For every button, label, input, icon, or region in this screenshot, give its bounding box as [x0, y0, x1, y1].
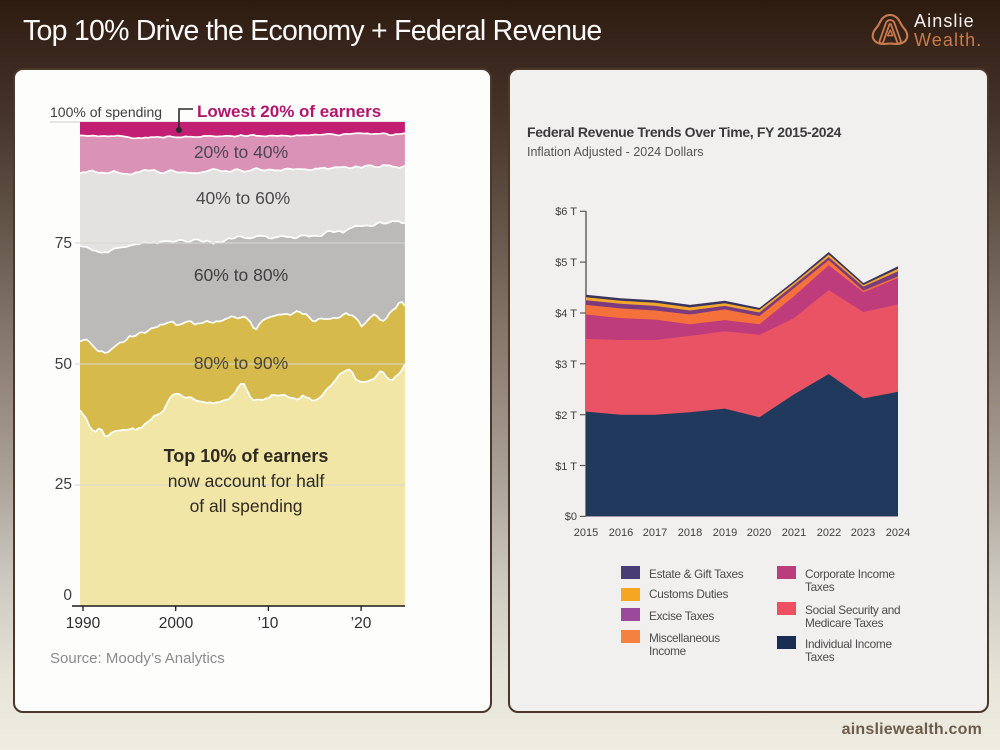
svg-text:’20: ’20	[351, 615, 372, 632]
svg-text:Source: Moody’s Analytics: Source: Moody’s Analytics	[50, 650, 225, 667]
svg-text:$3 T: $3 T	[555, 359, 577, 371]
svg-text:2018: 2018	[678, 527, 702, 539]
svg-text:1990: 1990	[66, 615, 101, 632]
svg-text:100% of spending: 100% of spending	[50, 104, 162, 120]
svg-text:$4 T: $4 T	[555, 308, 577, 320]
svg-text:20% to 40%: 20% to 40%	[194, 142, 288, 162]
svg-text:Individual Income: Individual Income	[805, 637, 892, 651]
svg-text:’10: ’10	[258, 615, 279, 632]
svg-text:25: 25	[55, 476, 72, 493]
svg-text:Taxes: Taxes	[805, 650, 835, 664]
svg-text:80% to 90%: 80% to 90%	[194, 353, 288, 373]
svg-text:2019: 2019	[713, 527, 737, 539]
svg-text:2017: 2017	[643, 527, 667, 539]
svg-text:60% to 80%: 60% to 80%	[194, 265, 288, 285]
svg-text:Customs Duties: Customs Duties	[649, 587, 728, 601]
svg-text:2015: 2015	[574, 527, 598, 539]
svg-text:Inflation Adjusted - 2024 Doll: Inflation Adjusted - 2024 Dollars	[527, 145, 704, 159]
svg-text:75: 75	[55, 235, 72, 252]
svg-text:$1 T: $1 T	[555, 461, 577, 473]
svg-text:0: 0	[63, 587, 72, 604]
svg-text:$0: $0	[565, 511, 577, 523]
svg-text:2023: 2023	[851, 527, 875, 539]
svg-text:Top 10% of earners: Top 10% of earners	[164, 446, 329, 466]
svg-text:2022: 2022	[817, 527, 841, 539]
svg-text:Wealth.: Wealth.	[914, 30, 982, 50]
svg-text:$5 T: $5 T	[555, 257, 577, 269]
svg-text:Taxes: Taxes	[805, 580, 835, 594]
svg-text:now account for half: now account for half	[168, 471, 325, 491]
svg-text:$2 T: $2 T	[555, 410, 577, 422]
svg-text:Corporate Income: Corporate Income	[805, 567, 895, 581]
svg-text:Medicare Taxes: Medicare Taxes	[805, 616, 884, 630]
svg-text:2016: 2016	[609, 527, 633, 539]
svg-text:Miscellaneous: Miscellaneous	[649, 631, 720, 645]
svg-text:2024: 2024	[886, 527, 910, 539]
svg-text:Estate & Gift Taxes: Estate & Gift Taxes	[649, 567, 744, 581]
svg-text:Excise Taxes: Excise Taxes	[649, 609, 714, 623]
svg-text:of all spending: of all spending	[190, 496, 303, 516]
svg-text:Lowest 20% of earners: Lowest 20% of earners	[197, 102, 381, 121]
svg-text:40% to 60%: 40% to 60%	[196, 188, 290, 208]
svg-text:Ainslie: Ainslie	[914, 11, 975, 31]
svg-text:2021: 2021	[782, 527, 806, 539]
svg-text:2000: 2000	[159, 615, 194, 632]
svg-text:50: 50	[55, 356, 73, 373]
svg-text:$6 T: $6 T	[555, 206, 577, 218]
svg-text:Income: Income	[649, 644, 687, 658]
svg-text:Social Security and: Social Security and	[805, 603, 900, 617]
svg-text:Federal Revenue Trends Over Ti: Federal Revenue Trends Over Time, FY 201…	[527, 124, 842, 140]
svg-text:2020: 2020	[747, 527, 771, 539]
